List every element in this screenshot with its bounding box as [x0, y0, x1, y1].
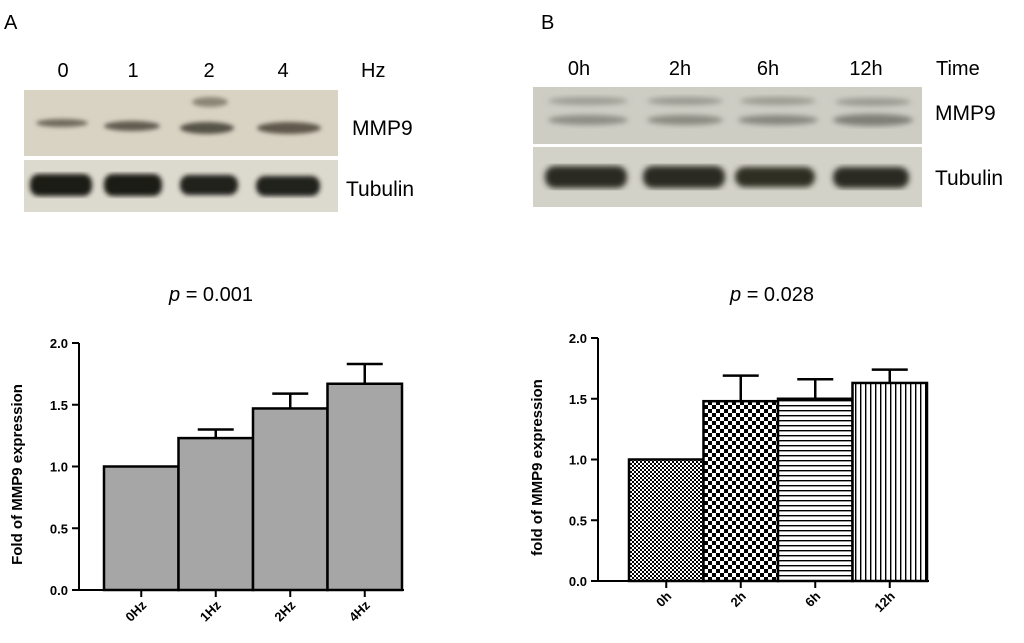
chart-a-y-tick-label-1: 0.5: [50, 521, 68, 536]
chart-b-x-tick-label-0: 0h: [653, 588, 674, 609]
chart-b-bar-2h: [702, 399, 780, 583]
chart-a-x-tick-label-0: 0Hz: [122, 597, 149, 624]
chart-a-y-tick-label-2: 1.0: [50, 460, 68, 475]
chart-b-y-tick-label-0: 0.0: [569, 574, 587, 589]
panel-b-lane-label-2: 6h: [756, 58, 780, 80]
panel-a-lane-label-1: 1: [127, 60, 139, 82]
panel-a-tubulin-blot: [24, 160, 338, 212]
panel-a-band-label-tubulin: Tubulin: [346, 178, 415, 201]
panel-a-band-label-mmp9: MMP9: [352, 117, 413, 140]
panel-a-p-value: p = 0.001: [61, 284, 361, 307]
panel-b-p-value: p = 0.028: [622, 284, 922, 307]
panel-b-p-number: = 0.028: [746, 284, 814, 306]
chart-a-y-axis-label: Fold of MMP9 expression: [9, 384, 26, 565]
chart-a-bar-2Hz: [251, 407, 329, 592]
panel-b-lane-label-3: 12h: [849, 58, 883, 80]
chart-a-bar-4Hz: [326, 382, 404, 592]
chart-a-x-tick-label-1: 1Hz: [197, 597, 224, 624]
chart-a-x-tick-label-3: 4Hz: [346, 597, 373, 624]
panel-a-letter: A: [4, 12, 18, 34]
chart-a-bar-0Hz: [102, 465, 180, 592]
panel-b-tubulin-blot: [533, 147, 922, 207]
panel-b-letter: B: [541, 12, 555, 34]
chart-b-bar-0h: [627, 458, 705, 583]
panel-a-lane-label-3: 4: [277, 60, 289, 82]
panel-b-lane-label-1: 2h: [668, 58, 692, 80]
chart-b-y-axis-label: fold of MMP9 expression: [529, 379, 546, 556]
chart-a-x-tick-label-2: 2Hz: [271, 597, 298, 624]
chart-b-y-tick-label-3: 1.5: [569, 392, 587, 407]
panel-b-mmp9-bands: [533, 87, 922, 144]
chart-a-y-tick-label-4: 2.0: [50, 336, 68, 351]
chart-a-y-tick-label-3: 1.5: [50, 398, 68, 413]
chart-b-x-tick-label-1: 2h: [728, 588, 749, 609]
chart-b-y-tick-label-1: 0.5: [569, 513, 587, 528]
chart-b-bar-6h: [776, 397, 854, 583]
panel-b-tubulin-bands: [533, 147, 922, 207]
chart-a: 0.0 0.5 1.0 1.5 2.0 0Hz 1Hz 2Hz 4Hz Fold of MMP9 …: [9, 336, 404, 624]
chart-b: 0.0 0.5 1.0 1.5 2.0 0h 2h 6h 12h fold of MMP9 exp…: [529, 331, 929, 615]
panel-b-lane-label-0: 0h: [567, 58, 591, 80]
panel-a-mmp9-blot: [24, 90, 338, 156]
chart-a-bar-1Hz: [177, 436, 255, 592]
panel-a-lane-label-0: 0: [57, 60, 69, 82]
chart-b-x-tick-label-3: 12h: [871, 588, 897, 614]
panel-a-p-symbol: p: [169, 284, 181, 306]
panel-a-tubulin-bands: [24, 160, 338, 212]
panel-a-lane-label-2: 2: [203, 60, 215, 82]
chart-a-y-tick-label-0: 0.0: [50, 583, 68, 598]
panel-b-band-label-tubulin: Tubulin: [935, 167, 1004, 190]
chart-b-y-tick-label-2: 1.0: [569, 453, 587, 468]
panel-a-p-number: = 0.001: [185, 284, 253, 306]
panel-b-unit-label: Time: [936, 58, 980, 80]
panel-b-mmp9-blot: [533, 87, 922, 144]
panel-b-band-label-mmp9: MMP9: [935, 102, 996, 125]
chart-b-bar-12h: [851, 381, 929, 583]
panel-a-mmp9-bands: [24, 90, 338, 156]
chart-b-y-tick-label-4: 2.0: [569, 331, 587, 346]
chart-b-x-tick-label-2: 6h: [802, 588, 823, 609]
panel-a-unit-label: Hz: [361, 60, 386, 82]
panel-b-p-symbol: p: [730, 284, 742, 306]
